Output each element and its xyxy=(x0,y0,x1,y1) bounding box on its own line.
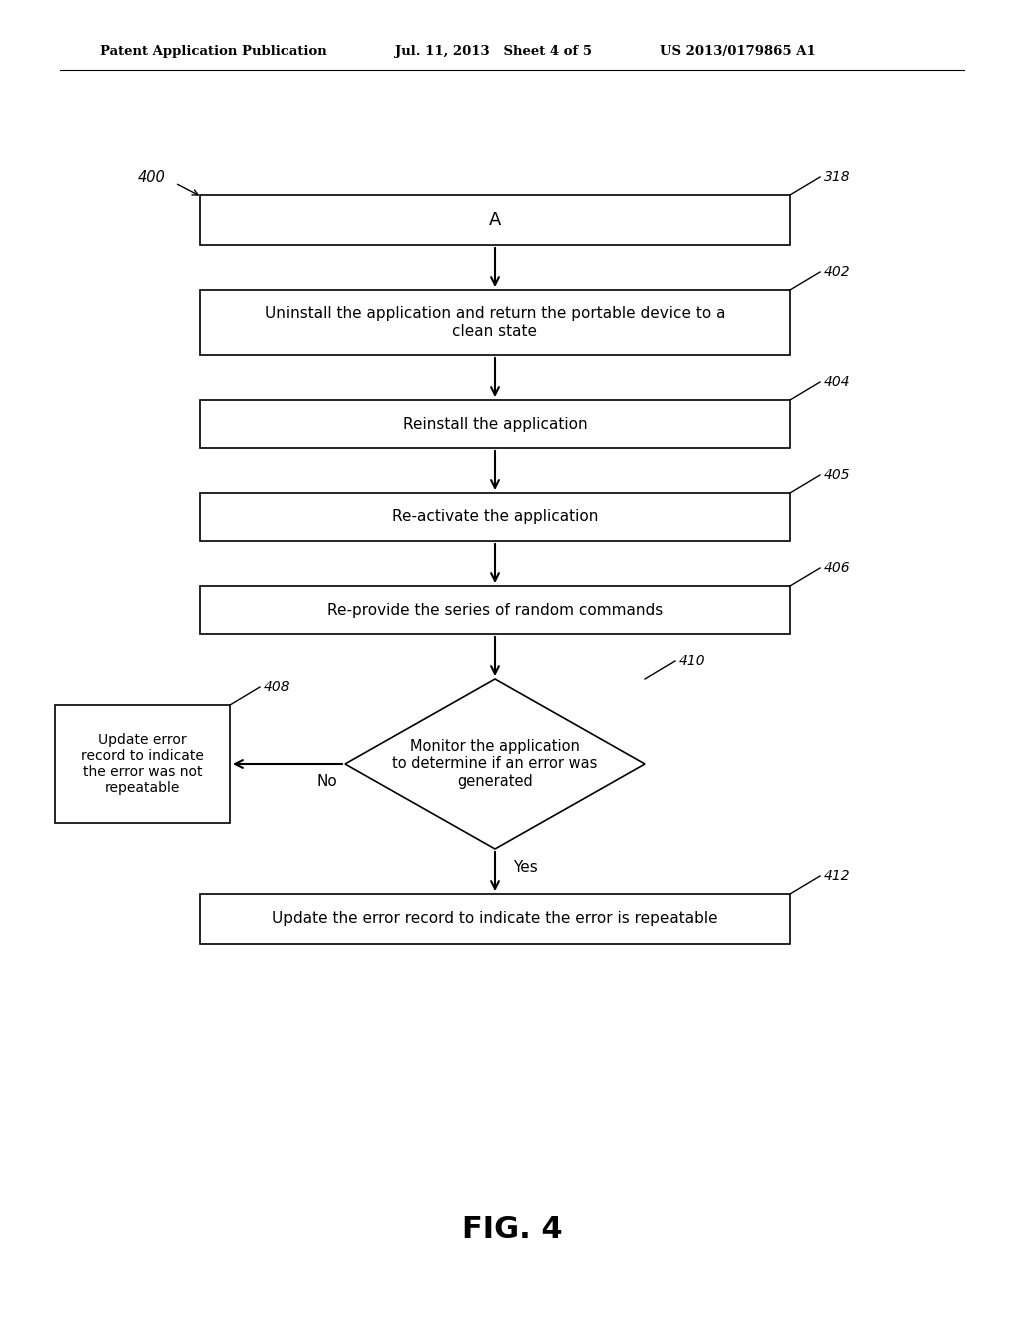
Bar xyxy=(55,705,230,822)
Text: 400: 400 xyxy=(137,170,165,186)
Text: FIG. 4: FIG. 4 xyxy=(462,1216,562,1245)
Text: US 2013/0179865 A1: US 2013/0179865 A1 xyxy=(660,45,816,58)
Polygon shape xyxy=(345,678,645,849)
Text: Re-provide the series of random commands: Re-provide the series of random commands xyxy=(327,602,664,618)
Text: 318: 318 xyxy=(824,170,851,183)
Text: 410: 410 xyxy=(679,653,706,668)
Bar xyxy=(200,290,790,355)
Text: 405: 405 xyxy=(824,469,851,482)
Text: A: A xyxy=(488,211,501,228)
Text: Yes: Yes xyxy=(513,859,538,874)
Text: 404: 404 xyxy=(824,375,851,389)
Bar xyxy=(200,400,790,447)
Text: Patent Application Publication: Patent Application Publication xyxy=(100,45,327,58)
Text: Update error
record to indicate
the error was not
repeatable: Update error record to indicate the erro… xyxy=(81,733,204,795)
Text: Re-activate the application: Re-activate the application xyxy=(392,510,598,524)
Bar xyxy=(200,492,790,541)
Text: No: No xyxy=(316,775,337,789)
Text: 402: 402 xyxy=(824,265,851,279)
Bar xyxy=(200,195,790,246)
Bar xyxy=(200,894,790,944)
Text: Jul. 11, 2013   Sheet 4 of 5: Jul. 11, 2013 Sheet 4 of 5 xyxy=(395,45,592,58)
Text: Uninstall the application and return the portable device to a
clean state: Uninstall the application and return the… xyxy=(265,306,725,339)
Text: 406: 406 xyxy=(824,561,851,576)
Text: Reinstall the application: Reinstall the application xyxy=(402,417,588,432)
Bar xyxy=(200,586,790,634)
Text: Update the error record to indicate the error is repeatable: Update the error record to indicate the … xyxy=(272,912,718,927)
Text: 412: 412 xyxy=(824,869,851,883)
Text: 408: 408 xyxy=(264,680,291,694)
Text: Monitor the application
to determine if an error was
generated: Monitor the application to determine if … xyxy=(392,739,598,789)
